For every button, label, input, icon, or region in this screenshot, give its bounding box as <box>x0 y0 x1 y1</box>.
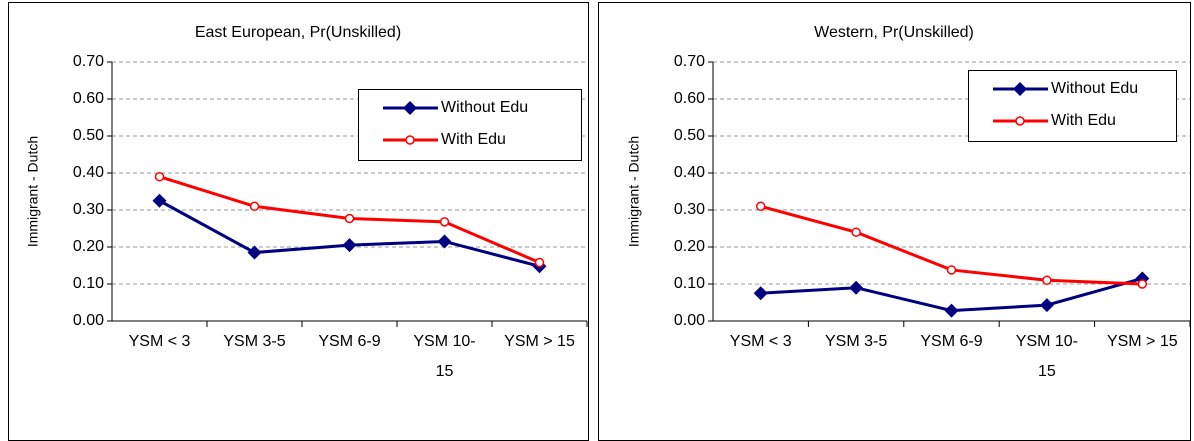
y-tick-label: 0.10 <box>674 275 705 292</box>
y-tick-label: 0.40 <box>73 164 104 181</box>
legend-box <box>358 89 582 161</box>
y-tick-label: 0.20 <box>674 238 705 255</box>
marker <box>403 101 417 115</box>
x-tick-label: YSM 10-15 <box>1015 333 1079 380</box>
marker <box>342 238 357 253</box>
y-tick-label: 0.00 <box>674 312 705 329</box>
x-tick-label: YSM 6-9 <box>920 333 983 350</box>
marker <box>1013 82 1027 96</box>
y-tick-label: 0.70 <box>674 53 705 70</box>
chart-title: Western, Pr(Unskilled) <box>814 24 974 41</box>
y-tick-label: 0.30 <box>73 201 104 218</box>
marker <box>1137 279 1148 289</box>
y-tick-label: 0.20 <box>73 238 104 255</box>
marker <box>851 227 861 237</box>
chart-title: East European, Pr(Unskilled) <box>195 24 401 41</box>
legend-label: Without Edu <box>441 99 528 116</box>
marker <box>755 201 766 212</box>
y-tick-label: 0.10 <box>73 275 104 292</box>
chart-frame <box>8 2 589 441</box>
x-tick-label: YSM 3-5 <box>824 333 888 350</box>
marker <box>405 135 415 145</box>
x-tick-label: YSM > 15 <box>1106 333 1178 350</box>
x-tick-label: YSM > 15 <box>504 333 575 350</box>
x-tick-label: YSM 6-9 <box>318 333 381 350</box>
y-tick-label: 0.00 <box>73 312 104 329</box>
x-tick-label: YSM < 3 <box>128 333 191 350</box>
y-tick-label: 0.40 <box>674 164 705 181</box>
marker <box>849 280 864 295</box>
marker <box>1039 298 1054 313</box>
x-tick-label: YSM 3-5 <box>223 333 286 350</box>
marker <box>247 245 262 260</box>
y-tick-label: 0.60 <box>73 90 104 107</box>
y-tick-label: 0.50 <box>73 127 104 144</box>
marker <box>944 303 959 318</box>
marker <box>437 234 452 249</box>
y-tick-label: 0.70 <box>73 53 104 70</box>
legend-box <box>968 70 1177 142</box>
marker <box>1015 116 1025 126</box>
legend-label: With Edu <box>1051 112 1116 129</box>
y-tick-label: 0.60 <box>674 90 705 107</box>
marker <box>753 286 768 301</box>
y-axis-label: Immigrant - Dutch <box>626 136 642 247</box>
y-axis-label: Immigrant - Dutch <box>25 136 41 247</box>
marker <box>154 171 165 182</box>
marker <box>1042 275 1052 286</box>
marker <box>344 213 355 224</box>
marker <box>152 193 167 208</box>
legend-label: With Edu <box>441 131 506 148</box>
x-tick-label: YSM < 3 <box>729 333 792 350</box>
legend-label: Without Edu <box>1051 80 1138 97</box>
marker <box>439 217 450 227</box>
x-tick-label: YSM 10-15 <box>413 333 476 380</box>
marker <box>249 201 260 212</box>
y-tick-label: 0.50 <box>674 127 705 144</box>
y-tick-label: 0.30 <box>674 201 705 218</box>
marker <box>946 265 957 275</box>
marker <box>534 257 545 268</box>
